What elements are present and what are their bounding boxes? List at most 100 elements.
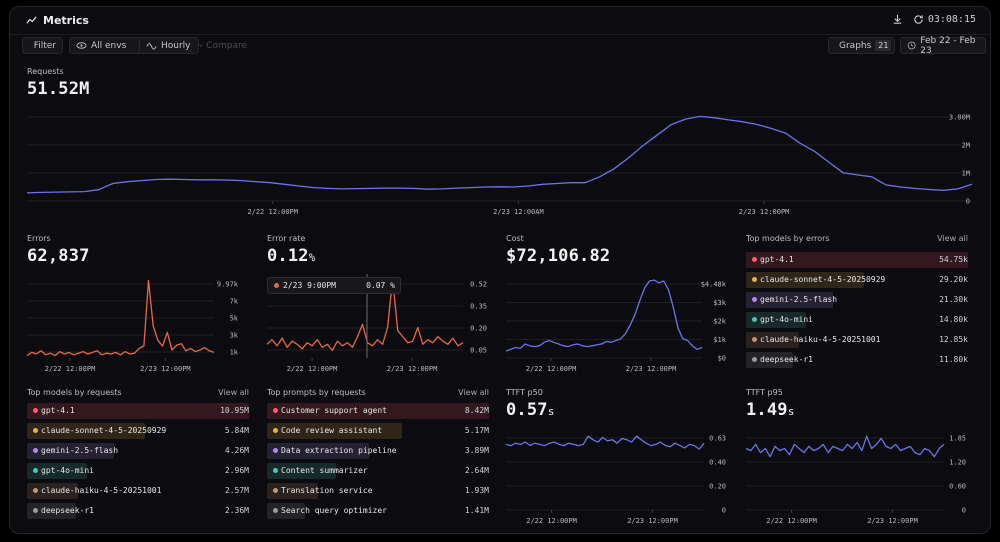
y-tick-label: 0 bbox=[722, 507, 726, 515]
top-models-errors-title: Top models by errors bbox=[746, 234, 830, 243]
color-dot bbox=[752, 357, 757, 362]
list-item[interactable]: gemini-2.5-flash 21.30k bbox=[746, 291, 968, 311]
item-value: 14.80k bbox=[939, 315, 968, 324]
top-prompts-panel: Top prompts by requests View all Custome… bbox=[267, 388, 489, 528]
list-item[interactable]: deepseek-r1 2.36M bbox=[27, 502, 249, 522]
share-bar bbox=[746, 272, 864, 288]
error-rate-unit: % bbox=[308, 251, 316, 264]
refresh-icon bbox=[914, 15, 923, 24]
item-value: 54.75k bbox=[939, 255, 968, 264]
share-bar bbox=[267, 503, 305, 519]
list-item[interactable]: Translation service 1.93M bbox=[267, 482, 489, 502]
requests-panel: Requests 51.52M 3.00M 2M 1M 0 2/22 12:00PM 2/… bbox=[26, 67, 973, 217]
refresh-button[interactable]: 03:08:15 bbox=[913, 14, 976, 25]
requests-chart[interactable]: 3.00M 2M 1M 0 2/22 12:00PM 2/23 12:00AM 2/23 1… bbox=[26, 107, 973, 217]
ttft-p95-value: 1.49s bbox=[746, 400, 968, 420]
filter-icon bbox=[29, 45, 30, 46]
list-item[interactable]: claude-sonnet-4-5-20250929 5.84M bbox=[27, 422, 249, 442]
y-tick-label: 0.05 bbox=[470, 347, 487, 355]
eye-icon bbox=[76, 42, 87, 49]
item-label: gpt-4.1 bbox=[41, 406, 75, 415]
item-label: gemini-2.5-flash bbox=[41, 446, 119, 455]
item-label: claude-sonnet-4-5-20250929 bbox=[760, 275, 886, 284]
errors-title: Errors bbox=[27, 234, 51, 243]
view-all-link[interactable]: View all bbox=[218, 388, 249, 397]
color-dot bbox=[33, 508, 38, 513]
list-item[interactable]: claude-haiku-4-5-20251001 12.85k bbox=[746, 331, 968, 351]
list-item[interactable]: deepseek-r1 11.80k bbox=[746, 351, 968, 371]
list-item[interactable]: Data extraction pipeline 3.89M bbox=[267, 442, 489, 462]
list-item[interactable]: gemini-2.5-flash 4.26M bbox=[27, 442, 249, 462]
color-dot bbox=[752, 277, 757, 282]
list-item[interactable]: claude-sonnet-4-5-20250929 29.20k bbox=[746, 271, 968, 291]
y-tick-label: 1k bbox=[230, 349, 239, 357]
share-bar bbox=[27, 423, 145, 439]
item-value: 11.80k bbox=[939, 355, 968, 364]
metrics-window: Metrics 03:08:15 Filter All envs Hourly … bbox=[9, 6, 991, 534]
series-line bbox=[26, 115, 973, 194]
envs-button[interactable]: All envs bbox=[69, 37, 142, 54]
y-tick-label: $3k bbox=[713, 299, 726, 307]
errors-chart[interactable]: 9.97k 7k 5k 3k 1k 2/22 12:00PM 2/23 12:00PM bbox=[26, 274, 240, 374]
color-dot bbox=[273, 488, 278, 493]
y-tick-label: 0 bbox=[962, 507, 966, 515]
requests-value: 51.52M bbox=[27, 79, 90, 99]
cost-chart[interactable]: $4.48k $3k $2k $1k $0 2/22 12:00PM 2/23 12:00P… bbox=[505, 274, 728, 374]
list-item[interactable]: gpt-4.1 10.95M bbox=[27, 402, 249, 422]
list-item[interactable]: gpt-4o-mini 2.96M bbox=[27, 462, 249, 482]
y-tick-label: 0.35 bbox=[470, 303, 487, 311]
x-tick-label: 2/23 12:00PM bbox=[867, 517, 918, 525]
clock-icon bbox=[907, 41, 916, 50]
item-label: Content summarizer bbox=[281, 466, 368, 475]
item-value: 1.41M bbox=[464, 506, 489, 515]
share-bar bbox=[27, 403, 249, 419]
view-all-link[interactable]: View all bbox=[937, 234, 968, 243]
interval-button[interactable]: Hourly bbox=[139, 37, 199, 54]
color-dot bbox=[752, 297, 757, 302]
top-prompts-list: Customer support agent 8.42M Code review a… bbox=[267, 402, 489, 522]
requests-title: Requests bbox=[27, 67, 64, 76]
list-item[interactable]: Search query optimizer 1.41M bbox=[267, 502, 489, 522]
color-dot bbox=[273, 468, 278, 473]
item-value: 1.93M bbox=[464, 486, 489, 495]
x-tick-label: 2/23 12:00PM bbox=[739, 208, 790, 216]
date-range-button[interactable]: Feb 22 - Feb 23 bbox=[900, 36, 986, 56]
list-item[interactable]: gpt-4.1 54.75k bbox=[746, 251, 968, 271]
filter-button[interactable]: Filter bbox=[22, 37, 63, 54]
chart-tooltip: 2/23 9:00PM 0.07 % bbox=[267, 277, 401, 294]
item-value: 5.84M bbox=[224, 426, 249, 435]
color-dot bbox=[273, 508, 278, 513]
x-tick-label: 2/22 12:00PM bbox=[247, 208, 298, 216]
error-rate-chart[interactable]: 0.52 0.35 0.20 0.05 2/22 12:00PM 2/23 12:00PM bbox=[266, 274, 489, 374]
item-label: claude-haiku-4-5-20251001 bbox=[41, 486, 162, 495]
list-item[interactable]: Customer support agent 8.42M bbox=[267, 402, 489, 422]
share-bar bbox=[27, 483, 79, 499]
color-dot bbox=[752, 317, 757, 322]
share-bar bbox=[746, 312, 806, 328]
ttft-p95-chart[interactable]: 1.85 1.20 0.60 0 2/22 12:00PM 2/23 12:00PM bbox=[745, 428, 968, 526]
list-item[interactable]: claude-haiku-4-5-20251001 2.57M bbox=[27, 482, 249, 502]
share-bar bbox=[746, 292, 833, 308]
color-dot bbox=[33, 428, 38, 433]
tooltip-value: 0.07 % bbox=[366, 281, 395, 290]
compare-button[interactable]: Compare bbox=[192, 37, 254, 54]
item-value: 2.96M bbox=[224, 466, 249, 475]
ttft-p50-chart[interactable]: 0.63 0.40 0.20 0 2/22 12:00PM 2/23 12:00PM bbox=[505, 428, 728, 526]
list-item[interactable]: Content summarizer 2.64M bbox=[267, 462, 489, 482]
error-rate-number: 0.12 bbox=[267, 246, 309, 266]
list-item[interactable]: gpt-4o-mini 14.80k bbox=[746, 311, 968, 331]
view-all-link[interactable]: View all bbox=[458, 388, 489, 397]
y-tick-label: $4.48k bbox=[701, 281, 727, 289]
item-value: 12.85k bbox=[939, 335, 968, 344]
graphs-button[interactable]: Graphs 21 bbox=[828, 37, 895, 54]
download-icon[interactable] bbox=[892, 14, 903, 25]
list-item[interactable]: Code review assistant 5.17M bbox=[267, 422, 489, 442]
interval-label: Hourly bbox=[161, 40, 191, 51]
x-tick-label: 2/23 12:00PM bbox=[627, 517, 678, 525]
color-dot bbox=[33, 468, 38, 473]
ttft-p95-title: TTFT p95 bbox=[746, 388, 783, 397]
error-rate-title: Error rate bbox=[267, 234, 306, 243]
y-tick-label: 2M bbox=[962, 142, 970, 150]
color-dot bbox=[33, 488, 38, 493]
top-models-requests-title: Top models by requests bbox=[27, 388, 122, 397]
